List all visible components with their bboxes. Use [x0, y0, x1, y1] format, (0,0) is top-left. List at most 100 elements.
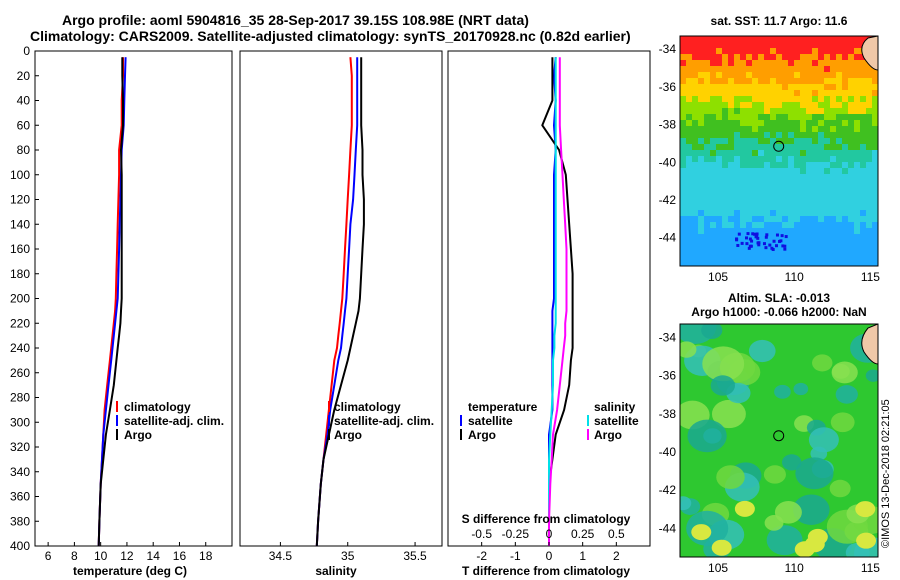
sst-cell	[758, 204, 764, 210]
sst-cell	[740, 174, 746, 180]
sst-cell	[776, 96, 782, 102]
sst-cell	[812, 144, 818, 150]
sst-cell	[782, 54, 788, 60]
sst-cell	[734, 60, 740, 66]
sst-cell	[782, 138, 788, 144]
sst-cell	[818, 192, 824, 198]
sst-cell	[824, 234, 830, 240]
sst-cell	[716, 126, 722, 132]
sst-cold-cell	[747, 246, 751, 250]
sst-cell	[734, 192, 740, 198]
sst-cell	[788, 78, 794, 84]
sst-cell	[860, 78, 866, 84]
sst-cell	[872, 216, 878, 222]
sst-cell	[824, 90, 830, 96]
temperature-axes-frame	[34, 50, 233, 547]
sst-cell	[866, 174, 872, 180]
sst-cell	[866, 192, 872, 198]
sst-cell	[680, 90, 686, 96]
sst-cell	[776, 108, 782, 114]
sst-cell	[842, 252, 848, 258]
sst-cell	[800, 222, 806, 228]
sst-cell	[866, 66, 872, 72]
sst-cell	[794, 42, 800, 48]
sst-cell	[794, 246, 800, 252]
sst-cell	[758, 150, 764, 156]
sst-cell	[752, 138, 758, 144]
sst-cell	[746, 96, 752, 102]
sst-cell	[788, 216, 794, 222]
sst-cell	[776, 132, 782, 138]
sst-cell	[734, 156, 740, 162]
sst-cell	[860, 174, 866, 180]
sla-map-lon-tick-label: 105	[708, 561, 728, 575]
sst-cell	[740, 84, 746, 90]
sst-cold-cell	[750, 239, 754, 243]
sst-cell	[764, 138, 770, 144]
sst-cell	[764, 42, 770, 48]
sst-map-lon-tick-label: 105	[708, 270, 728, 284]
sst-cell	[794, 144, 800, 150]
difference-xtick-label: 1	[579, 549, 586, 563]
sst-cell	[770, 228, 776, 234]
sst-cell	[788, 252, 794, 258]
sst-cell	[836, 138, 842, 144]
sst-cell	[776, 84, 782, 90]
sst-cell	[788, 156, 794, 162]
sst-cell	[782, 120, 788, 126]
sst-cell	[692, 162, 698, 168]
sst-map-lat-tick-label: -42	[659, 193, 677, 207]
sst-cell	[680, 180, 686, 186]
sst-cell	[866, 120, 872, 126]
figure-title-line2: Climatology: CARS2009. Satellite-adjuste…	[30, 28, 631, 44]
sst-cell	[800, 132, 806, 138]
sst-cell	[704, 228, 710, 234]
sla-map-lat-tick-label: -42	[659, 483, 677, 497]
sst-cell	[854, 114, 860, 120]
sst-cell	[764, 90, 770, 96]
sst-cell	[854, 72, 860, 78]
sst-cell	[770, 264, 776, 266]
sst-cell	[698, 192, 704, 198]
sst-cell	[860, 258, 866, 264]
sst-cell	[794, 96, 800, 102]
sla-map-lon-tick-label: 115	[861, 561, 880, 575]
sst-cell	[788, 222, 794, 228]
sst-cell	[848, 120, 854, 126]
sst-cell	[800, 78, 806, 84]
sst-cell	[710, 216, 716, 222]
sst-cell	[728, 252, 734, 258]
sst-cell	[722, 228, 728, 234]
sst-cell	[854, 258, 860, 264]
sst-map-lat-tick-label: -36	[659, 80, 677, 94]
sst-cell	[830, 210, 836, 216]
sst-cell	[812, 186, 818, 192]
sst-cell	[710, 108, 716, 114]
sst-map-coastline	[861, 36, 878, 71]
sst-cell	[722, 60, 728, 66]
sst-cell	[722, 210, 728, 216]
sst-cell	[758, 60, 764, 66]
sst-cell	[830, 252, 836, 258]
sst-cell	[854, 180, 860, 186]
sst-cell	[692, 180, 698, 186]
sst-cell	[692, 42, 698, 48]
sst-cell	[710, 174, 716, 180]
sst-cell	[824, 216, 830, 222]
sst-cell	[830, 216, 836, 222]
sst-cell	[776, 102, 782, 108]
sst-cell	[716, 36, 722, 42]
sst-cell	[680, 78, 686, 84]
sst-cell	[824, 48, 830, 54]
sst-cell	[734, 108, 740, 114]
sst-cell	[800, 192, 806, 198]
sst-cell	[830, 240, 836, 246]
sst-cell	[836, 144, 842, 150]
sst-cold-cell	[748, 237, 752, 241]
sst-cell	[716, 96, 722, 102]
sst-cell	[704, 90, 710, 96]
sst-cell	[854, 120, 860, 126]
sst-cell	[872, 78, 878, 84]
sst-cell	[842, 168, 848, 174]
sla-map-lon-tick-label: 110	[785, 561, 804, 575]
